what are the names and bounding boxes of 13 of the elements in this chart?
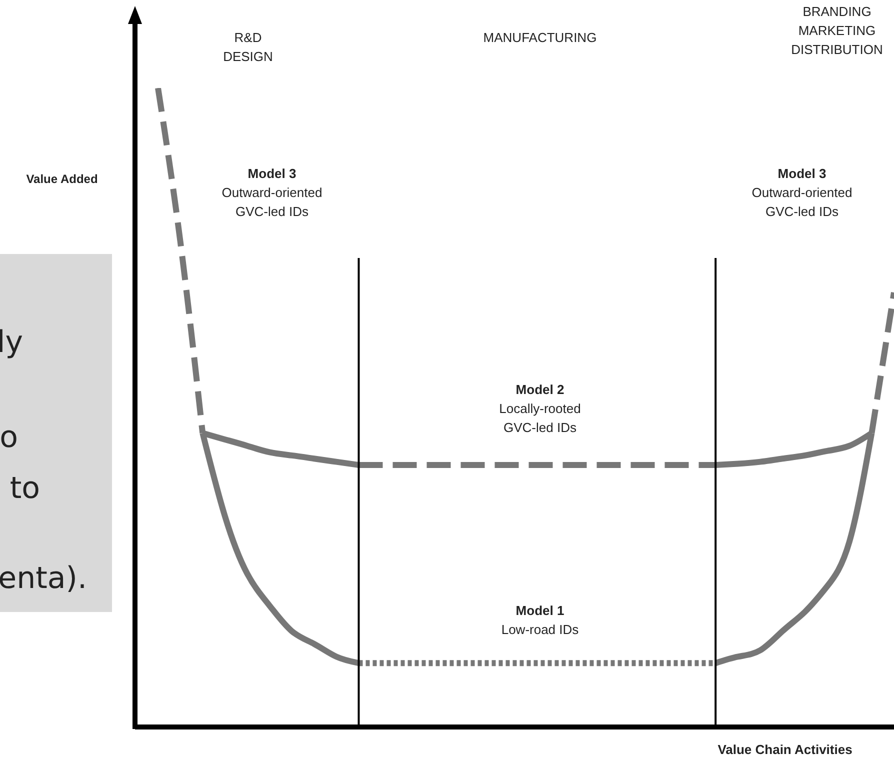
text: ly — [0, 325, 23, 360]
text: enta). — [0, 561, 87, 596]
annotation: Model 3 Outward-oriented GVC-led IDs — [222, 166, 322, 219]
text: o — [0, 420, 18, 455]
text: to — [10, 471, 40, 506]
annotation: Model 1 Low-road IDs — [501, 603, 580, 637]
annotation: Model 3 Outward-oriented GVC-led IDs — [752, 166, 852, 219]
text: MANUFACTURING — [483, 30, 597, 45]
annotation: Model 2 Locally-rooted GVC-led IDs — [499, 382, 581, 435]
text: BRANDING MARKETING DISTRIBUTION — [791, 4, 883, 57]
y-axis-title: Value Added — [26, 172, 98, 186]
text: R&D DESIGN — [223, 30, 273, 64]
x-axis-title: Value Chain Activities — [718, 742, 852, 757]
